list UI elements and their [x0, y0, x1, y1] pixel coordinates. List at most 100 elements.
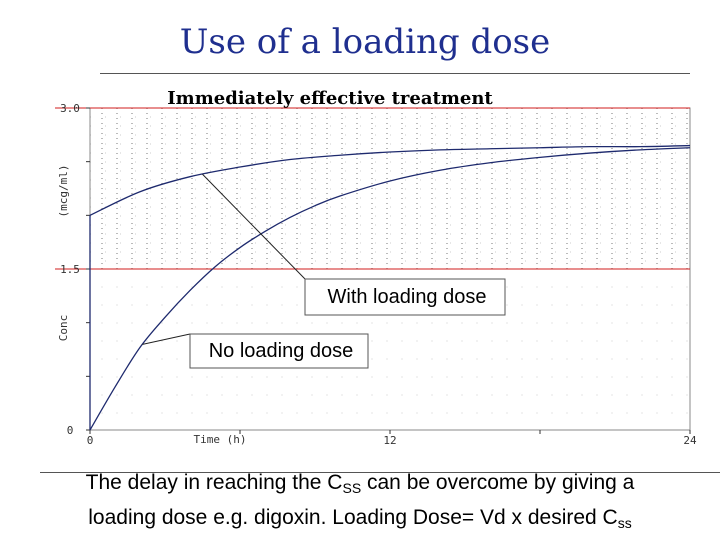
- grid-dot: [236, 286, 238, 288]
- grid-dot: [686, 340, 688, 342]
- grid-dot: [596, 286, 598, 288]
- concentration-chart: 0 1.5 3.0 0 12 24 With loading dose No loading…: [55, 88, 697, 447]
- annotation-label: With loading dose: [328, 286, 487, 308]
- grid-dot: [596, 412, 598, 414]
- grid-dot: [566, 304, 568, 306]
- grid-dot: [641, 322, 643, 324]
- grid-dot: [206, 304, 208, 306]
- grid-dot: [146, 394, 148, 396]
- annotation-leader-line: [202, 173, 306, 280]
- grid-dot: [281, 376, 283, 378]
- grid-dot: [491, 394, 493, 396]
- grid-dot: [641, 394, 643, 396]
- grid-dot: [506, 394, 508, 396]
- grid-dot: [506, 376, 508, 378]
- grid-dot: [326, 412, 328, 414]
- grid-dot: [401, 358, 403, 360]
- grid-dot: [521, 412, 523, 414]
- grid-dot: [536, 304, 538, 306]
- grid-dot: [656, 394, 658, 396]
- grid-dot: [491, 340, 493, 342]
- grid-dot: [191, 376, 193, 378]
- grid-dot: [161, 304, 163, 306]
- grid-dot: [566, 358, 568, 360]
- grid-dot: [566, 412, 568, 414]
- grid-dot: [431, 322, 433, 324]
- grid-dot: [446, 358, 448, 360]
- x-tick-label: 24: [683, 434, 697, 447]
- grid-dot: [626, 358, 628, 360]
- grid-dot: [386, 322, 388, 324]
- grid-dot: [191, 286, 193, 288]
- grid-dot: [641, 340, 643, 342]
- grid-dot: [686, 376, 688, 378]
- y-tick-label: 1.5: [60, 263, 80, 276]
- grid-dot: [521, 376, 523, 378]
- series-line-no-loading-dose: [89, 147, 691, 431]
- grid-dot: [596, 304, 598, 306]
- grid-dot: [656, 340, 658, 342]
- grid-dot: [521, 286, 523, 288]
- grid-dot: [671, 412, 673, 414]
- y-tick-label: 0: [67, 424, 74, 437]
- grid-dot: [431, 394, 433, 396]
- grid-dot: [536, 412, 538, 414]
- grid-dot: [476, 322, 478, 324]
- grid-dot: [161, 376, 163, 378]
- grid-dot: [671, 394, 673, 396]
- grid-dot: [341, 322, 343, 324]
- grid-dot: [461, 322, 463, 324]
- grid-dot: [176, 376, 178, 378]
- grid-dot: [551, 394, 553, 396]
- grid-dot: [161, 322, 163, 324]
- x-tick-label: 12: [383, 434, 396, 447]
- grid-dot: [581, 304, 583, 306]
- grid-dot: [191, 394, 193, 396]
- annotation-label: No loading dose: [209, 340, 354, 362]
- grid-dot: [371, 376, 373, 378]
- grid-dot: [161, 412, 163, 414]
- grid-dot: [521, 340, 523, 342]
- grid-dot: [311, 322, 313, 324]
- grid-dot: [536, 340, 538, 342]
- grid-dot: [281, 322, 283, 324]
- grid-dot: [221, 322, 223, 324]
- grid-dot: [596, 358, 598, 360]
- grid-dot: [101, 340, 103, 342]
- grid-dot: [581, 394, 583, 396]
- chart-title: Immediately effective treatment: [167, 88, 493, 109]
- grid-dot: [611, 322, 613, 324]
- grid-dot: [671, 286, 673, 288]
- grid-dot: [401, 340, 403, 342]
- grid-dot: [611, 376, 613, 378]
- grid-dot: [506, 304, 508, 306]
- grid-dot: [371, 412, 373, 414]
- grid-dot: [206, 412, 208, 414]
- grid-dot: [176, 322, 178, 324]
- grid-dot: [371, 322, 373, 324]
- x-axis-label: Time (h): [194, 433, 247, 446]
- series-line-with-loading-dose: [89, 144, 691, 216]
- grid-dot: [671, 304, 673, 306]
- grid-dot: [386, 358, 388, 360]
- grid-dot: [626, 376, 628, 378]
- grid-dot: [431, 376, 433, 378]
- grid-dot: [656, 304, 658, 306]
- grid-dot: [416, 376, 418, 378]
- grid-dot: [566, 376, 568, 378]
- grid-dot: [116, 340, 118, 342]
- grid-dot: [491, 322, 493, 324]
- grid-dot: [506, 412, 508, 414]
- axis-ticks: 0 1.5 3.0 0 12 24: [60, 102, 697, 447]
- grid-dot: [596, 394, 598, 396]
- grid-dot: [311, 394, 313, 396]
- caption-line-2: loading dose e.g. digoxin. Loading Dose=…: [30, 503, 690, 538]
- grid-dot: [461, 340, 463, 342]
- grid-dot: [416, 340, 418, 342]
- grid-dot: [506, 340, 508, 342]
- grid-dot: [131, 286, 133, 288]
- grid-dot: [116, 304, 118, 306]
- grid-dot: [626, 394, 628, 396]
- grid-dot: [476, 412, 478, 414]
- grid-dot: [116, 394, 118, 396]
